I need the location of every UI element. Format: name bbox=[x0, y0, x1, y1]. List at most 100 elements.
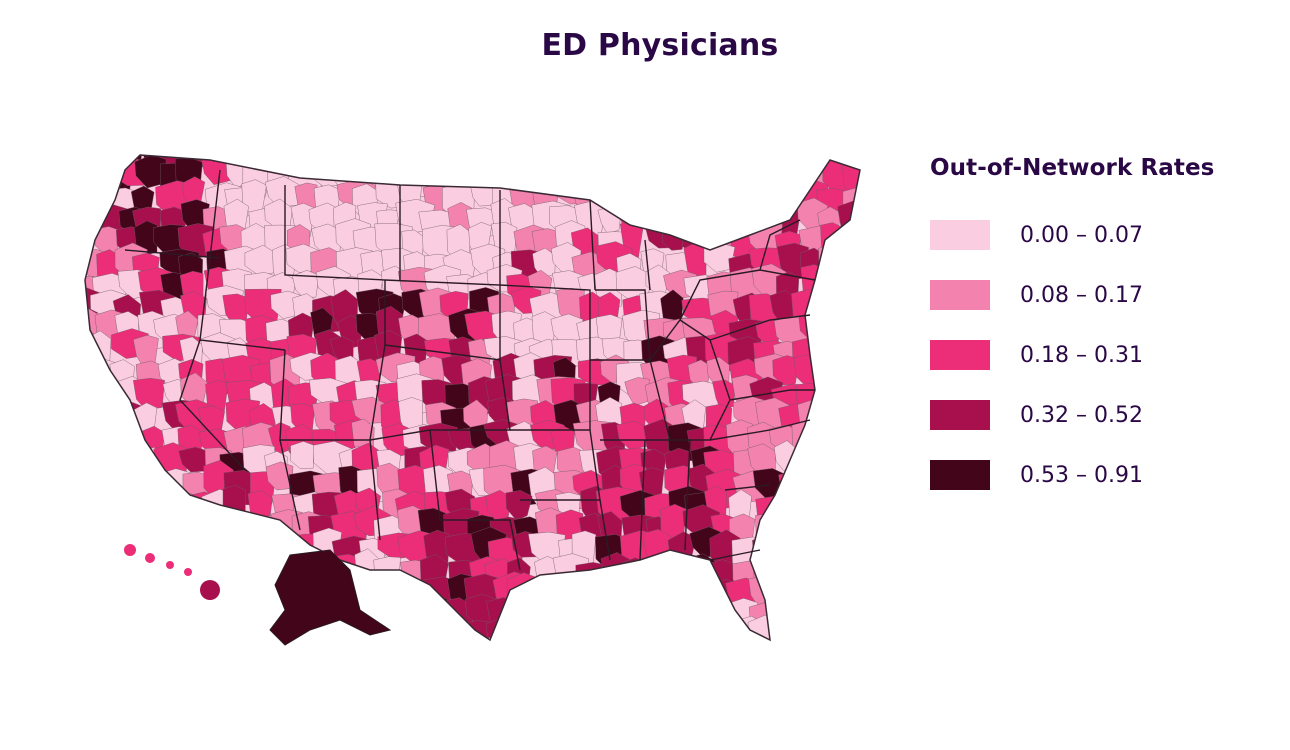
map-region bbox=[222, 484, 246, 522]
map-region bbox=[644, 627, 676, 640]
map-region bbox=[578, 582, 612, 619]
map-region bbox=[595, 155, 624, 166]
map-region bbox=[755, 179, 781, 217]
map-region bbox=[137, 488, 178, 522]
map-region bbox=[858, 642, 870, 670]
map-region bbox=[379, 669, 406, 670]
map-region bbox=[380, 619, 418, 640]
map-region bbox=[221, 579, 253, 611]
map-region bbox=[791, 494, 819, 522]
map-region bbox=[176, 598, 212, 629]
map-region bbox=[770, 617, 794, 640]
map-region bbox=[175, 511, 202, 542]
map-region bbox=[534, 639, 575, 640]
map-region bbox=[204, 646, 235, 670]
map-region bbox=[861, 420, 870, 460]
map-region bbox=[226, 512, 261, 558]
map-region bbox=[866, 623, 870, 650]
map-region bbox=[777, 557, 805, 597]
map-region bbox=[178, 537, 213, 575]
map-region bbox=[681, 177, 718, 207]
map-region bbox=[822, 382, 860, 417]
map-region bbox=[315, 661, 341, 670]
map-region bbox=[504, 155, 545, 192]
map-region bbox=[422, 619, 450, 640]
map-region bbox=[639, 556, 672, 592]
map-region bbox=[536, 603, 576, 640]
map-region bbox=[244, 535, 283, 572]
map-region bbox=[794, 599, 825, 636]
legend: Out-of-Network Rates 0.00 – 0.07 0.08 – 0… bbox=[930, 155, 1250, 505]
map-region bbox=[552, 596, 583, 623]
map-region bbox=[355, 647, 380, 671]
map-region bbox=[640, 601, 668, 631]
map-region bbox=[528, 669, 556, 670]
map-region bbox=[422, 155, 457, 181]
map-region bbox=[820, 616, 850, 640]
map-region bbox=[799, 513, 835, 550]
map-region bbox=[813, 534, 851, 569]
map-region bbox=[448, 667, 470, 670]
map-region bbox=[287, 155, 313, 167]
map-region bbox=[506, 616, 541, 640]
map-region bbox=[93, 533, 119, 575]
map-region bbox=[85, 383, 92, 415]
map-region bbox=[74, 661, 97, 670]
map-region bbox=[836, 575, 860, 613]
map-region bbox=[617, 580, 647, 619]
map-region bbox=[162, 661, 191, 670]
map-region bbox=[594, 155, 623, 194]
map-region bbox=[463, 637, 487, 640]
map-region bbox=[725, 155, 756, 175]
map-region bbox=[660, 604, 699, 640]
map-region bbox=[861, 269, 870, 304]
map-region bbox=[836, 399, 860, 429]
map-region bbox=[85, 155, 95, 169]
map-region bbox=[85, 161, 98, 190]
map-region bbox=[601, 621, 625, 640]
map-region bbox=[865, 159, 870, 189]
map-region bbox=[138, 510, 167, 540]
map-region bbox=[778, 472, 813, 503]
map-region bbox=[816, 399, 853, 432]
map-region bbox=[838, 600, 860, 630]
map-region bbox=[334, 155, 365, 164]
map-region bbox=[815, 266, 853, 298]
legend-title: Out-of-Network Rates bbox=[930, 155, 1215, 181]
legend-item: 0.32 – 0.52 bbox=[930, 385, 1250, 445]
map-region bbox=[91, 483, 116, 528]
map-region bbox=[770, 580, 800, 617]
map-region bbox=[89, 603, 114, 640]
map-region bbox=[356, 570, 383, 616]
us-choropleth-map bbox=[70, 140, 870, 670]
legend-item: 0.18 – 0.31 bbox=[930, 325, 1250, 385]
map-region bbox=[734, 202, 772, 232]
map-region bbox=[683, 163, 720, 192]
map-region bbox=[682, 647, 711, 670]
map-region bbox=[813, 646, 852, 670]
map-region bbox=[91, 509, 123, 543]
map-region bbox=[85, 598, 104, 637]
map-region bbox=[726, 156, 753, 185]
map-region bbox=[93, 575, 117, 616]
map-region bbox=[85, 535, 110, 563]
map-region bbox=[725, 180, 763, 214]
map-region bbox=[307, 155, 339, 162]
map-region bbox=[863, 406, 870, 439]
map-region bbox=[381, 641, 420, 670]
map-region bbox=[201, 538, 240, 575]
map-region bbox=[798, 641, 827, 670]
map-region bbox=[115, 445, 140, 486]
map-region bbox=[821, 469, 846, 511]
map-region bbox=[201, 667, 238, 670]
map-region bbox=[775, 491, 810, 527]
map-region bbox=[240, 619, 268, 640]
map-region bbox=[818, 558, 857, 586]
map-region bbox=[85, 574, 101, 611]
map-region bbox=[534, 155, 567, 176]
map-region bbox=[620, 183, 651, 212]
map-region bbox=[856, 532, 860, 571]
map-region bbox=[227, 622, 264, 640]
map-region bbox=[579, 594, 616, 632]
map-region bbox=[728, 649, 757, 670]
